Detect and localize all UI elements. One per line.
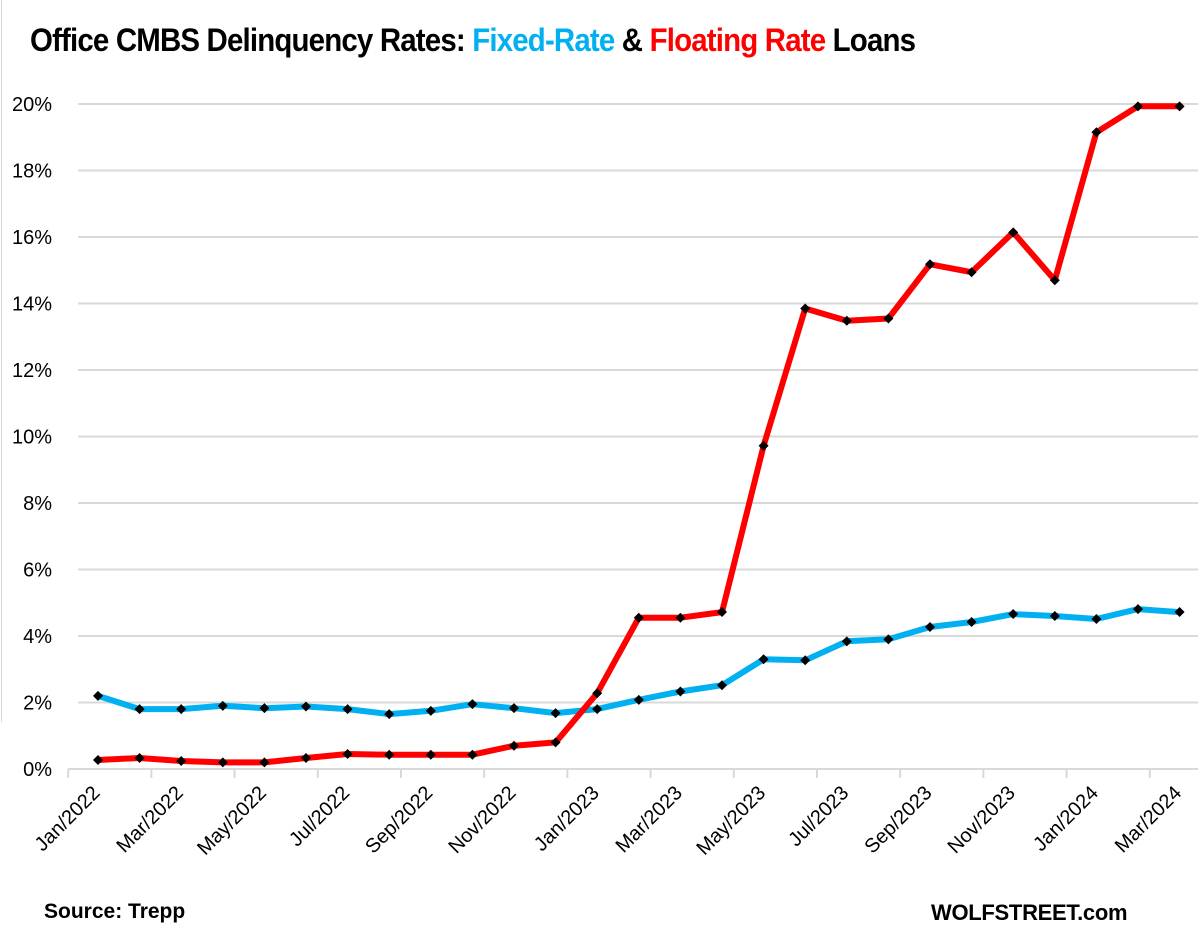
title-suffix: Loans bbox=[825, 22, 916, 58]
x-tick-label: Mar/2024 bbox=[1111, 782, 1186, 857]
title-joiner: & bbox=[614, 22, 650, 58]
data-point-fixed-rate bbox=[675, 686, 686, 697]
data-point-fixed-rate bbox=[758, 654, 769, 665]
data-point-floating-rate bbox=[800, 303, 811, 314]
data-point-fixed-rate bbox=[467, 699, 478, 710]
site-credit: WOLFSTREET.com bbox=[931, 900, 1128, 925]
y-tick-label: 12% bbox=[12, 360, 52, 382]
data-point-floating-rate bbox=[758, 440, 769, 451]
series-markers bbox=[93, 101, 1185, 768]
data-point-fixed-rate bbox=[1133, 604, 1143, 615]
y-tick-label: 4% bbox=[23, 626, 52, 648]
y-tick-label: 18% bbox=[12, 161, 52, 183]
data-point-floating-rate bbox=[384, 749, 395, 760]
data-point-floating-rate bbox=[633, 612, 644, 623]
y-tick-label: 10% bbox=[12, 427, 52, 449]
data-point-floating-rate bbox=[509, 740, 519, 751]
x-tick-label: Nov/2023 bbox=[944, 782, 1020, 858]
data-point-fixed-rate bbox=[800, 655, 811, 666]
data-point-floating-rate bbox=[592, 688, 603, 699]
x-tick-label: Jul/2023 bbox=[784, 782, 853, 851]
data-point-fixed-rate bbox=[550, 708, 561, 719]
data-point-fixed-rate bbox=[1174, 607, 1185, 618]
x-tick-label: Jan/2022 bbox=[31, 782, 105, 856]
data-point-floating-rate bbox=[301, 753, 311, 764]
data-point-floating-rate bbox=[93, 755, 103, 766]
data-point-fixed-rate bbox=[342, 704, 353, 715]
data-point-floating-rate bbox=[841, 315, 852, 326]
data-point-floating-rate bbox=[550, 737, 561, 748]
data-point-floating-rate bbox=[925, 259, 935, 270]
data-point-fixed-rate bbox=[633, 694, 644, 705]
data-point-fixed-rate bbox=[717, 680, 727, 691]
data-point-floating-rate bbox=[883, 313, 894, 324]
data-point-fixed-rate bbox=[134, 704, 145, 715]
x-axis-tick-labels: Jan/2022 Mar/2022 May/2022 Jul/2022 Sep/2022… bbox=[31, 782, 1186, 860]
x-tick-label: Mar/2022 bbox=[112, 782, 187, 857]
y-tick-label: 8% bbox=[23, 493, 52, 515]
data-point-floating-rate bbox=[467, 749, 478, 760]
x-tick-label: May/2022 bbox=[193, 782, 271, 860]
data-point-floating-rate bbox=[1049, 275, 1060, 286]
data-point-fixed-rate bbox=[1008, 609, 1019, 620]
title-floating-rate-label: Floating Rate bbox=[649, 22, 827, 58]
x-tick-label: Sep/2023 bbox=[860, 782, 936, 858]
x-tick-label: Sep/2022 bbox=[361, 782, 437, 858]
data-point-fixed-rate bbox=[925, 622, 935, 633]
series-lines bbox=[95, 103, 1183, 766]
data-point-fixed-rate bbox=[1091, 614, 1102, 625]
data-point-fixed-rate bbox=[592, 704, 603, 715]
data-point-floating-rate bbox=[675, 612, 686, 623]
data-point-fixed-rate bbox=[883, 634, 894, 645]
data-point-fixed-rate bbox=[259, 703, 270, 714]
data-point-floating-rate bbox=[342, 749, 353, 760]
chart-frame-border bbox=[1, 0, 2, 722]
data-point-floating-rate bbox=[176, 756, 187, 767]
data-point-fixed-rate bbox=[1049, 611, 1060, 622]
data-point-fixed-rate bbox=[509, 703, 519, 714]
data-point-floating-rate bbox=[259, 757, 270, 768]
y-tick-label: 14% bbox=[12, 294, 52, 316]
data-point-floating-rate bbox=[1008, 227, 1019, 238]
title-fixed-rate-label: Fixed-Rate bbox=[472, 22, 615, 58]
x-tick-label: Mar/2023 bbox=[612, 782, 687, 857]
data-point-floating-rate bbox=[717, 607, 727, 618]
y-tick-label: 6% bbox=[23, 560, 52, 582]
data-point-fixed-rate bbox=[176, 704, 187, 715]
x-tick-label: Jan/2023 bbox=[530, 782, 604, 856]
data-point-fixed-rate bbox=[966, 617, 977, 628]
data-point-floating-rate bbox=[1091, 127, 1102, 138]
data-point-fixed-rate bbox=[384, 709, 395, 720]
data-point-floating-rate bbox=[217, 757, 228, 768]
title-prefix: Office CMBS Delinquency Rates: bbox=[30, 22, 473, 58]
data-point-floating-rate bbox=[1174, 101, 1185, 112]
data-point-floating-rate bbox=[425, 749, 436, 760]
data-point-fixed-rate bbox=[93, 690, 103, 701]
source-note: Source: Trepp bbox=[44, 900, 186, 923]
data-point-fixed-rate bbox=[425, 705, 436, 716]
y-tick-label: 20% bbox=[12, 94, 52, 116]
x-tick-label: May/2023 bbox=[692, 782, 770, 860]
y-axis-tick-labels: 0% 2% 4% 6% 8% 10% 12% 14% 16% 18% 20% bbox=[12, 94, 52, 781]
data-point-fixed-rate bbox=[301, 701, 311, 712]
data-point-fixed-rate bbox=[217, 700, 228, 711]
x-tick-label: Jan/2024 bbox=[1029, 782, 1103, 856]
data-point-floating-rate bbox=[966, 267, 977, 278]
series-line-floating-rate bbox=[95, 103, 1183, 766]
data-point-fixed-rate bbox=[841, 636, 852, 647]
data-point-floating-rate bbox=[1133, 101, 1143, 112]
data-point-floating-rate bbox=[134, 753, 145, 764]
y-tick-label: 2% bbox=[23, 693, 52, 715]
x-tick-label: Jul/2022 bbox=[285, 782, 354, 851]
x-axis bbox=[67, 768, 1198, 778]
x-tick-label: Nov/2022 bbox=[444, 782, 520, 858]
chart-title: Office CMBS Delinquency Rates: Fixed-Rat… bbox=[30, 22, 1042, 59]
y-tick-label: 16% bbox=[12, 227, 52, 249]
y-tick-label: 0% bbox=[23, 759, 52, 781]
